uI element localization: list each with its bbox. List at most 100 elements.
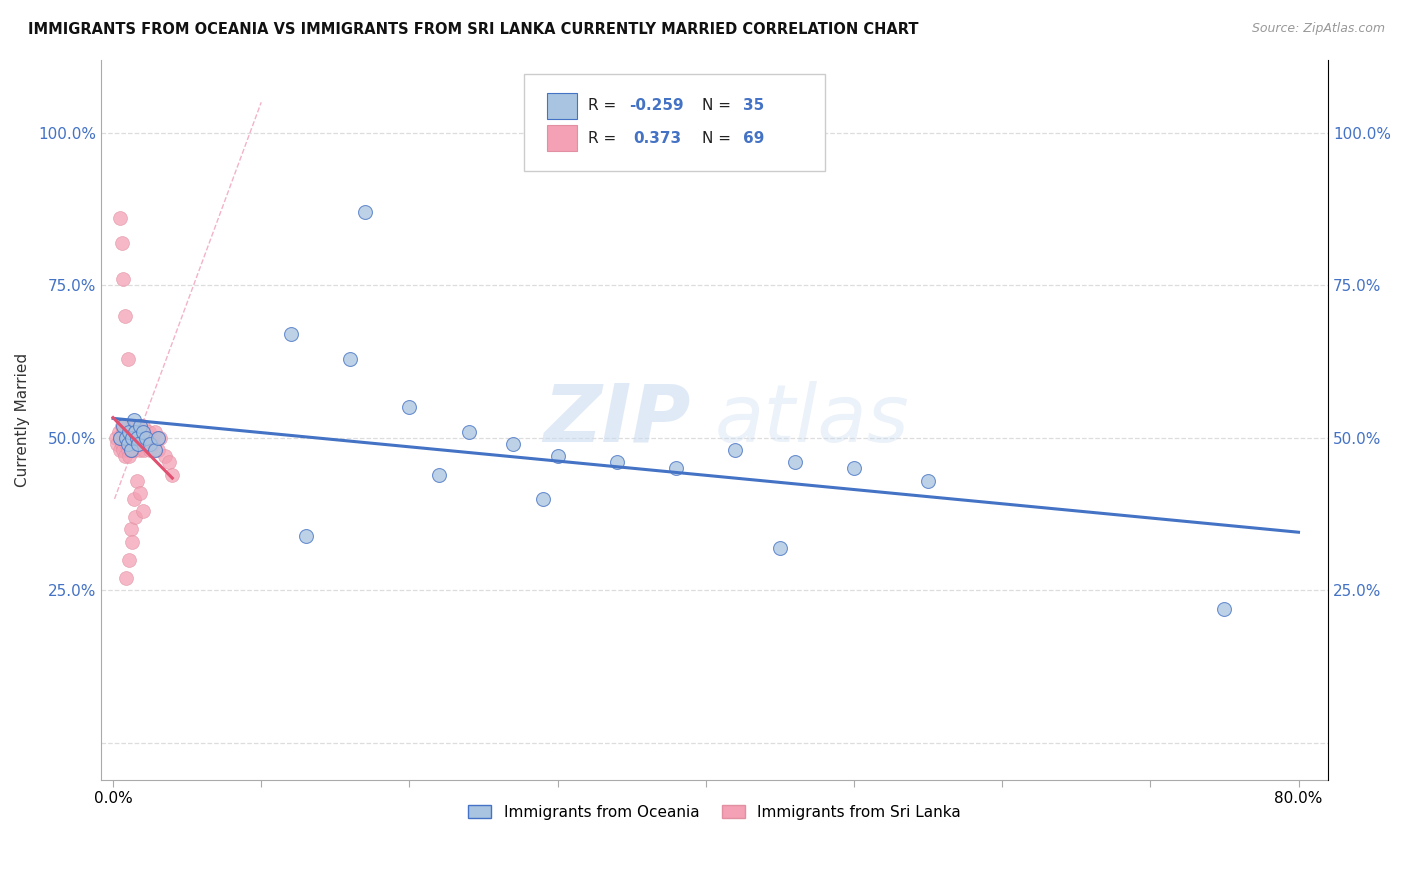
Point — [117, 443, 139, 458]
Point — [121, 431, 143, 445]
Point — [153, 449, 176, 463]
Point — [136, 437, 159, 451]
Point — [128, 425, 150, 439]
Point — [118, 425, 141, 439]
Point — [143, 425, 166, 439]
Point — [531, 491, 554, 506]
Point — [139, 437, 162, 451]
Point — [157, 455, 180, 469]
Point — [115, 425, 138, 439]
Point — [127, 437, 149, 451]
Point — [120, 443, 142, 458]
Point — [124, 443, 146, 458]
Point — [112, 443, 135, 458]
Point — [122, 425, 145, 439]
Point — [110, 431, 132, 445]
Legend: Immigrants from Oceania, Immigrants from Sri Lanka: Immigrants from Oceania, Immigrants from… — [463, 798, 967, 826]
Point — [118, 449, 141, 463]
Y-axis label: Currently Married: Currently Married — [15, 352, 30, 487]
Point — [110, 431, 132, 445]
Text: ZIP: ZIP — [543, 381, 690, 458]
Point — [127, 437, 149, 451]
Point — [138, 425, 160, 439]
Point — [128, 418, 150, 433]
Point — [114, 309, 136, 323]
Point — [118, 431, 141, 445]
Point — [108, 425, 131, 439]
Point — [125, 474, 148, 488]
Text: 69: 69 — [742, 130, 765, 145]
Point — [139, 443, 162, 458]
FancyBboxPatch shape — [547, 93, 578, 119]
Point — [124, 418, 146, 433]
Text: Source: ZipAtlas.com: Source: ZipAtlas.com — [1251, 22, 1385, 36]
Point — [111, 437, 134, 451]
Point — [502, 437, 524, 451]
Point — [120, 523, 142, 537]
Point — [427, 467, 450, 482]
Point — [135, 431, 157, 445]
Point — [665, 461, 688, 475]
Point — [114, 449, 136, 463]
Point — [120, 425, 142, 439]
Point — [115, 437, 138, 451]
Text: N =: N = — [703, 130, 737, 145]
Point — [146, 431, 169, 445]
Point — [120, 437, 142, 451]
Point — [398, 401, 420, 415]
Point — [134, 443, 156, 458]
Point — [547, 449, 569, 463]
Point — [117, 431, 139, 445]
Point — [128, 443, 150, 458]
Point — [917, 474, 939, 488]
Text: N =: N = — [703, 98, 737, 113]
Text: 35: 35 — [742, 98, 763, 113]
Point — [131, 431, 153, 445]
FancyBboxPatch shape — [547, 125, 578, 151]
Point — [121, 443, 143, 458]
Point — [117, 418, 139, 433]
Point — [112, 272, 135, 286]
Point — [842, 461, 865, 475]
Point — [1213, 601, 1236, 615]
Text: R =: R = — [588, 98, 621, 113]
Point — [783, 455, 806, 469]
Point — [280, 327, 302, 342]
Point — [149, 431, 172, 445]
Text: 0.373: 0.373 — [634, 130, 682, 145]
Point — [115, 571, 138, 585]
Point — [131, 425, 153, 439]
Point — [127, 418, 149, 433]
Point — [769, 541, 792, 555]
Point — [105, 431, 128, 445]
Text: R =: R = — [588, 130, 626, 145]
Point — [294, 528, 316, 542]
Point — [121, 534, 143, 549]
Text: atlas: atlas — [714, 381, 910, 458]
Point — [122, 431, 145, 445]
Point — [142, 437, 165, 451]
Point — [724, 443, 747, 458]
Point — [121, 431, 143, 445]
Point — [141, 431, 163, 445]
Point — [122, 491, 145, 506]
Point — [135, 431, 157, 445]
Point — [129, 437, 152, 451]
Point — [457, 425, 479, 439]
Point — [125, 425, 148, 439]
Point — [125, 431, 148, 445]
FancyBboxPatch shape — [524, 74, 825, 171]
Point — [112, 425, 135, 439]
Point — [111, 418, 134, 433]
Point — [146, 443, 169, 458]
Point — [120, 443, 142, 458]
Point — [112, 418, 135, 433]
Point — [110, 443, 132, 458]
Point — [143, 443, 166, 458]
Point — [354, 205, 377, 219]
Point — [117, 351, 139, 366]
Point — [122, 412, 145, 426]
Point — [118, 553, 141, 567]
Point — [117, 437, 139, 451]
Point — [128, 485, 150, 500]
